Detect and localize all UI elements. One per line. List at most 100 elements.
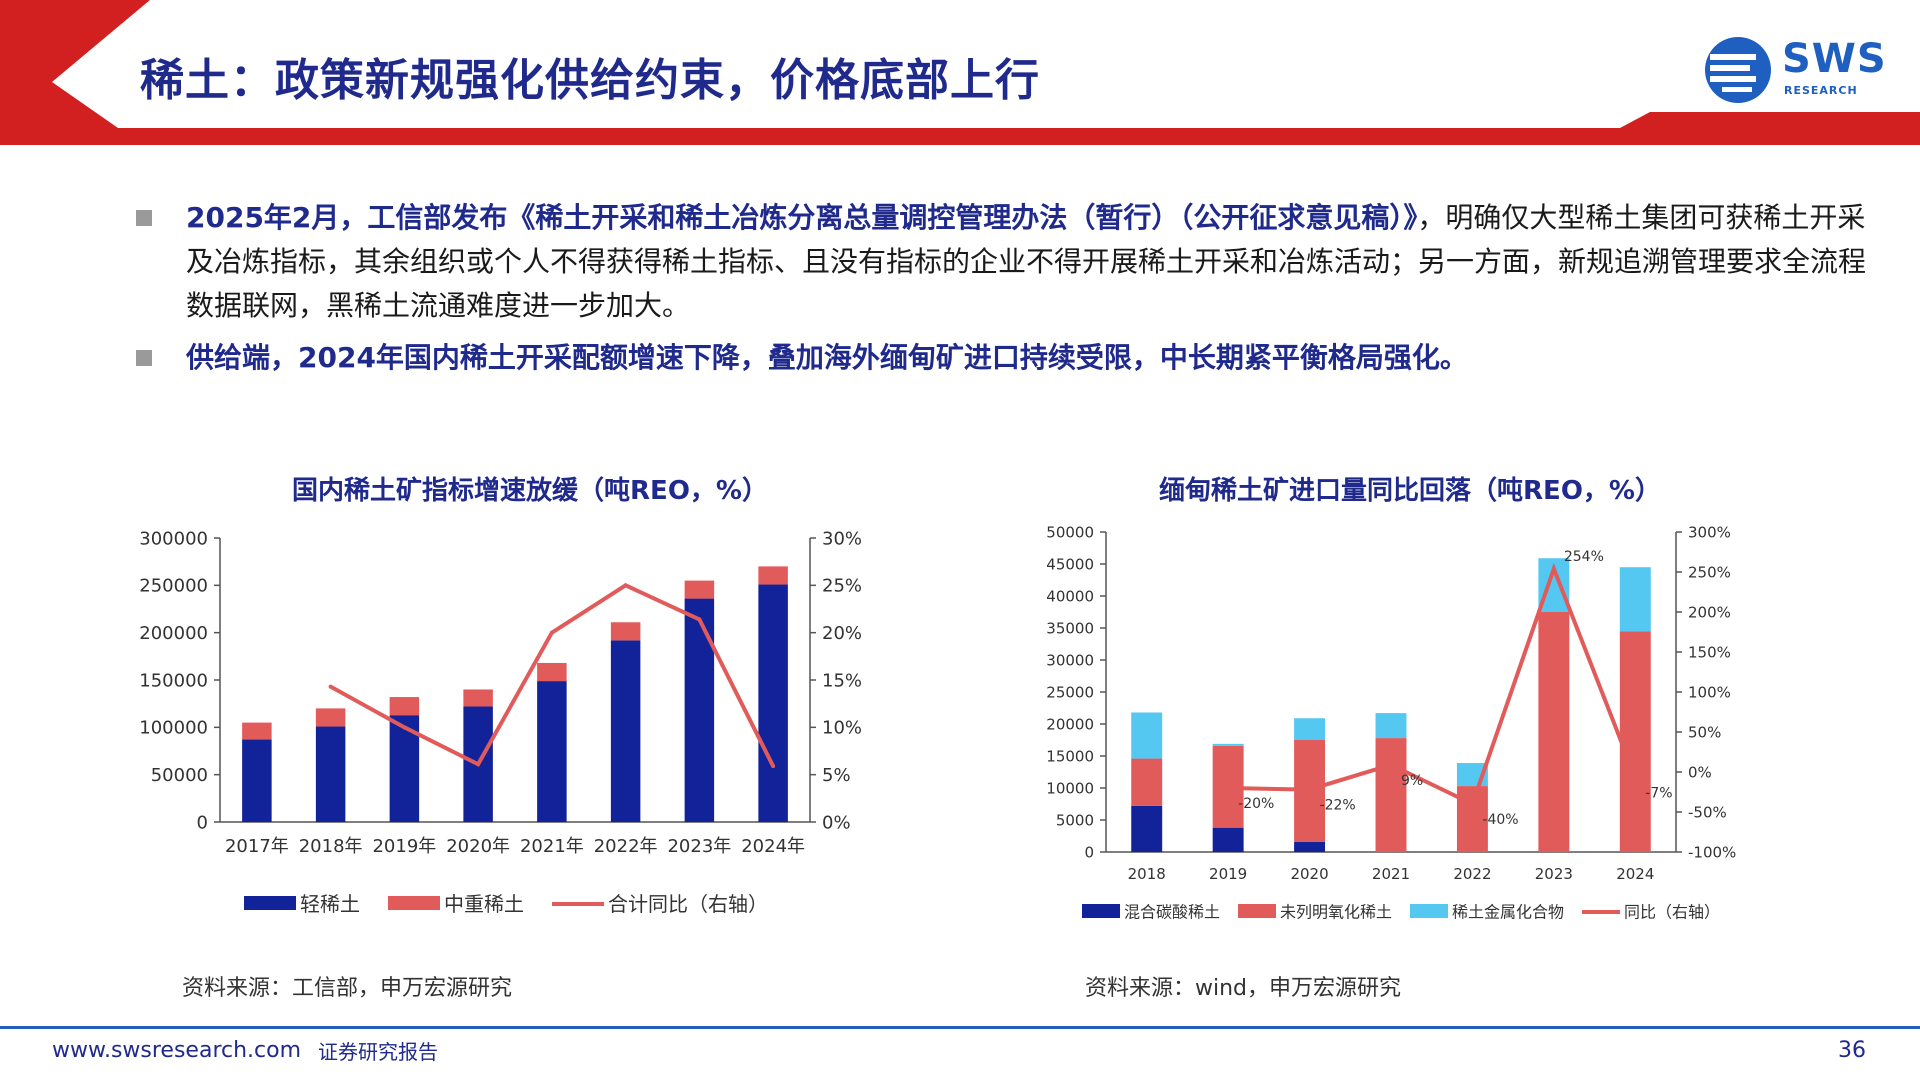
bullet-bold-text: 供给端，2024年国内稀土开采配额增速下降，叠加海外缅甸矿进口持续受限，中长期紧…	[186, 341, 1468, 374]
chart-1-source: 资料来源：工信部，申万宏源研究	[182, 976, 513, 1001]
line-同比（右轴）	[1228, 563, 1638, 807]
chart-2-source: 资料来源：wind，申万宏源研究	[1085, 976, 1402, 1001]
bar-轻稀土	[758, 584, 788, 822]
header-band	[0, 0, 1920, 145]
bar-中重稀土	[610, 622, 641, 641]
x-tick-label: 2017年	[225, 836, 289, 857]
data-label: 9%	[1401, 773, 1423, 789]
x-tick-label: 2019	[1209, 865, 1247, 883]
bar-轻稀土	[242, 739, 272, 822]
y-left-tick-label: 25000	[1046, 683, 1094, 701]
x-tick-label: 2024年	[741, 836, 805, 857]
line-point	[1633, 775, 1638, 780]
y-left-tick-label: 150000	[139, 670, 208, 691]
legend-label: 未列明氧化稀土	[1280, 903, 1392, 922]
legend-label: 同比（右轴）	[1624, 903, 1720, 922]
bullet-square-icon	[136, 210, 152, 226]
y-right-tick-label: 300%	[1688, 523, 1731, 541]
bar-轻稀土	[315, 726, 346, 822]
bar-中重稀土	[242, 722, 272, 740]
line-point	[1551, 566, 1556, 571]
x-tick-label: 2022	[1453, 865, 1491, 883]
y-right-tick-label: -100%	[1688, 843, 1736, 861]
y-right-tick-label: 50%	[1688, 723, 1721, 741]
legend-swatch	[244, 896, 296, 910]
legend-swatch	[388, 896, 440, 910]
legend-label: 混合碳酸稀土	[1124, 903, 1220, 922]
footer-url[interactable]: www.swsresearch.com	[52, 1038, 302, 1063]
bar-中重稀土	[389, 697, 420, 716]
chart-1-title: 国内稀土矿指标增速放缓（吨REO，%）	[292, 476, 768, 506]
legend-swatch	[1410, 904, 1448, 918]
y-left-tick-label: 10000	[1046, 779, 1094, 797]
bar-轻稀土	[610, 640, 641, 822]
line-point	[1389, 762, 1393, 767]
y-left-tick-label: 40000	[1046, 587, 1094, 605]
x-tick-label: 2021	[1372, 865, 1410, 883]
bar-稀土金属化合物	[1131, 712, 1163, 759]
x-tick-label: 2024	[1616, 865, 1654, 883]
bar-中重稀土	[684, 580, 715, 599]
bar-稀土金属化合物	[1619, 567, 1651, 632]
x-tick-label: 2021年	[520, 836, 584, 857]
bullet-item: 供给端，2024年国内稀土开采配额增速下降，叠加海外缅甸矿进口持续受限，中长期紧…	[130, 336, 1890, 380]
legend-label: 中重稀土	[444, 892, 524, 916]
line-point	[623, 583, 628, 588]
data-label: 254%	[1564, 549, 1604, 565]
bar-稀土金属化合物	[1294, 718, 1326, 740]
bullet-item: 2025年2月，工信部发布《稀土开采和稀土冶炼分离总量调控管理办法（暂行）（公开…	[130, 196, 1890, 328]
bullet-list: 2025年2月，工信部发布《稀土开采和稀土冶炼分离总量调控管理办法（暂行）（公开…	[130, 196, 1890, 388]
y-right-tick-label: 15%	[822, 670, 862, 691]
x-tick-label: 2019年	[372, 836, 436, 857]
chart-2-title: 缅甸稀土矿进口量同比回落（吨REO，%）	[1159, 476, 1661, 506]
logo-subtext: RESEARCH	[1784, 84, 1858, 97]
x-tick-label: 2020	[1290, 865, 1328, 883]
footer-label: 证券研究报告	[318, 1040, 438, 1064]
bar-中重稀土	[315, 708, 346, 727]
line-point	[328, 684, 333, 689]
footer-divider	[0, 1026, 1920, 1029]
x-tick-label: 2018	[1128, 865, 1166, 883]
y-left-tick-label: 45000	[1046, 555, 1094, 573]
y-right-tick-label: 100%	[1688, 683, 1731, 701]
y-left-tick-label: 0	[1084, 843, 1094, 861]
bullet-text: ，明确仅大型稀土集团可获稀土开采及冶炼指标，其余组织或个人不得获得稀土指标、且没…	[186, 201, 1867, 322]
data-label: -22%	[1320, 798, 1356, 814]
chart-2: 0 5000 10000 15000 20000 25000 30000 35000 40000…	[1046, 523, 1736, 922]
y-left-tick-label: 200000	[139, 623, 208, 644]
line-point	[771, 764, 776, 769]
y-left-tick-label: 300000	[139, 528, 208, 549]
y-right-tick-label: 0%	[822, 812, 851, 833]
y-left-tick-label: 50000	[1046, 523, 1094, 541]
y-left-tick-label: 35000	[1046, 619, 1094, 637]
data-label: -7%	[1645, 786, 1672, 802]
x-tick-label: 2020年	[446, 836, 510, 857]
chart-1: 0 50000 100000 150000 200000 250000 300000 0% 5%…	[139, 528, 862, 916]
line-point	[1226, 786, 1231, 790]
legend-label: 轻稀土	[300, 892, 360, 916]
line-point	[549, 630, 554, 635]
data-label: -40%	[1482, 812, 1518, 828]
y-left-tick-label: 20000	[1046, 715, 1094, 733]
y-left-tick-label: 50000	[151, 765, 208, 786]
bar-轻稀土	[684, 598, 715, 822]
line-point	[402, 725, 407, 730]
y-right-tick-label: 200%	[1688, 603, 1731, 621]
bullet-square-icon	[136, 350, 152, 366]
y-right-tick-label: 150%	[1688, 643, 1731, 661]
legend-label: 合计同比（右轴）	[608, 892, 768, 916]
y-left-tick-label: 100000	[139, 718, 208, 739]
x-tick-label: 2022年	[594, 836, 658, 857]
bar-中重稀土	[537, 662, 567, 682]
x-tick-label: 2023	[1535, 865, 1573, 883]
bar-未列明氧化稀土	[1375, 738, 1407, 852]
y-left-tick-label: 15000	[1046, 747, 1094, 765]
bar-中重稀土	[758, 566, 788, 585]
page-number: 36	[1838, 1038, 1866, 1063]
y-left-tick-label: 0	[197, 812, 208, 833]
bar-未列明氧化稀土	[1538, 612, 1570, 852]
bar-未列明氧化稀土	[1619, 631, 1651, 852]
page-title: 稀土：政策新规强化供给约束，价格底部上行	[140, 55, 1040, 106]
bar-中重稀土	[463, 689, 493, 707]
bar-稀土金属化合物	[1212, 743, 1244, 746]
